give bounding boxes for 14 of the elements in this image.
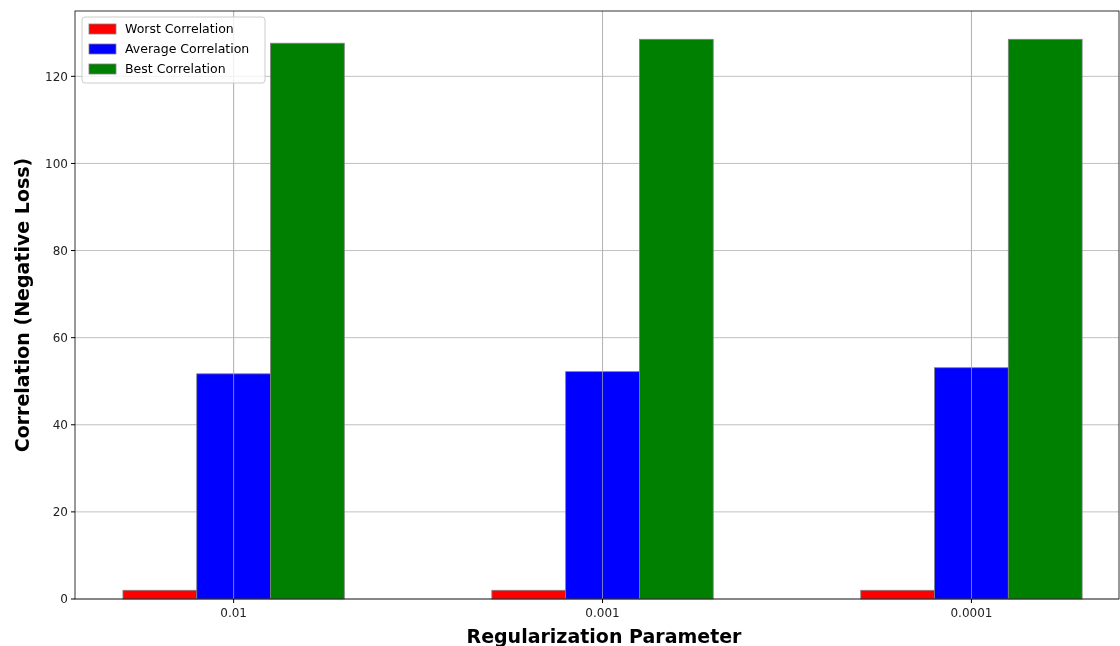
y-tick-label: 40	[52, 417, 68, 432]
y-tick-label: 80	[52, 243, 68, 258]
y-tick-label: 100	[45, 156, 68, 171]
x-tick-label: 0.01	[220, 606, 247, 620]
legend-label: Average Correlation	[125, 41, 250, 57]
legend-label: Worst Correlation	[125, 21, 234, 37]
y-tick-label: 0	[60, 592, 68, 607]
y-tick-label: 20	[52, 505, 68, 520]
y-axis-title: Correlation (Negative Loss)	[11, 157, 33, 453]
x-tick-label: 0.001	[585, 606, 620, 620]
y-tick-label: 120	[45, 69, 68, 84]
y-tick-label: 60	[52, 330, 68, 345]
legend-label: Best Correlation	[125, 61, 226, 77]
x-tick-label: 0.0001	[950, 606, 993, 620]
